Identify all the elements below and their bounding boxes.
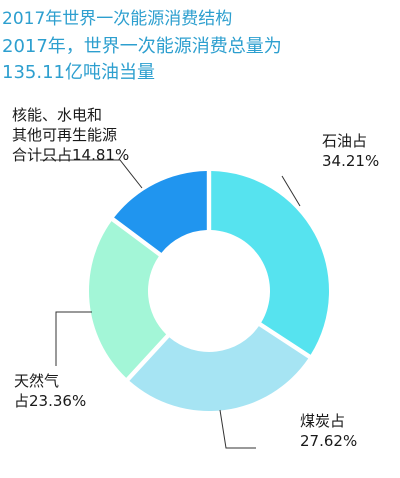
slice-label-2-line-2: 27.62% xyxy=(300,432,357,450)
leader-line-2 xyxy=(219,409,256,449)
slice-label-1-line-2: 34.21% xyxy=(322,152,379,170)
leader-line-4 xyxy=(40,159,143,189)
leader-line-1 xyxy=(281,175,301,207)
slice-label-2-line-1: 煤炭占 xyxy=(300,412,345,430)
subtitle-line-2: 135.11亿吨油当量 xyxy=(2,62,155,83)
slice-label-4-line-3: 合计只占14.81% xyxy=(12,146,129,164)
donut-slice-1 xyxy=(211,171,329,355)
slice-label-4: 核能、水电和其他可再生能源合计只占14.81% xyxy=(12,106,129,164)
subtitle-line-1: 2017年，世界一次能源消费总量为 xyxy=(2,36,282,57)
slice-label-4-line-2: 其他可再生能源 xyxy=(12,126,117,144)
leader-line-3 xyxy=(55,311,92,366)
donut-slice-3 xyxy=(88,221,167,378)
slice-label-4-line-1: 核能、水电和 xyxy=(12,106,102,124)
slice-label-3-line-2: 占23.36% xyxy=(14,392,86,410)
page-title: 2017年世界一次能源消费结构 xyxy=(2,9,233,29)
slice-label-1: 石油占 34.21% xyxy=(322,132,379,170)
slice-label-3-line-1: 天然气 xyxy=(14,372,59,390)
chart-subtitle: 2017年，世界一次能源消费总量为 135.11亿吨油当量 xyxy=(2,34,398,86)
donut-slice-4 xyxy=(114,171,207,253)
slice-label-2: 煤炭占 27.62% xyxy=(300,412,357,450)
slice-label-3: 天然气占23.36% xyxy=(14,372,86,410)
slice-label-1-line-1: 石油占 xyxy=(322,132,367,150)
donut-slice-2 xyxy=(129,326,309,412)
